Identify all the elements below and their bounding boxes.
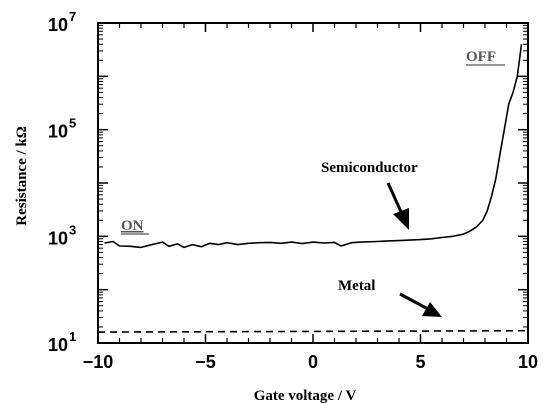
y-tick-label-exponent: 5 xyxy=(69,116,76,131)
series-line-semiconductor xyxy=(104,44,523,249)
metal-label: Metal xyxy=(338,278,375,294)
y-tick-label-exponent: 3 xyxy=(69,222,76,237)
y-tick-label-exponent: 7 xyxy=(69,9,76,24)
semiconductor-label: Semiconductor xyxy=(321,160,418,176)
plot-frame xyxy=(97,22,529,344)
x-tick-label: −5 xyxy=(195,352,216,372)
y-axis-title: Resistance / kΩ xyxy=(14,126,30,226)
on-label: ON xyxy=(121,218,144,234)
y-tick-label: 10 xyxy=(48,15,68,35)
semiconductor-arrow xyxy=(386,182,409,230)
series-layer xyxy=(97,44,529,333)
off-label: OFF xyxy=(466,49,496,65)
y-tick-label: 10 xyxy=(48,335,68,355)
series-line-metal xyxy=(97,329,529,333)
metal-arrow xyxy=(399,292,442,317)
axis-ticks xyxy=(97,22,529,344)
y-tick-label: 10 xyxy=(48,228,68,248)
x-tick-label: 10 xyxy=(518,352,538,372)
x-tick-label: 5 xyxy=(415,352,425,372)
x-tick-label: −10 xyxy=(83,352,114,372)
y-tick-label: 10 xyxy=(48,122,68,142)
x-axis-title: Gate voltage / V xyxy=(254,388,357,403)
x-tick-label: 0 xyxy=(308,352,318,372)
y-tick-label-exponent: 1 xyxy=(69,329,76,344)
